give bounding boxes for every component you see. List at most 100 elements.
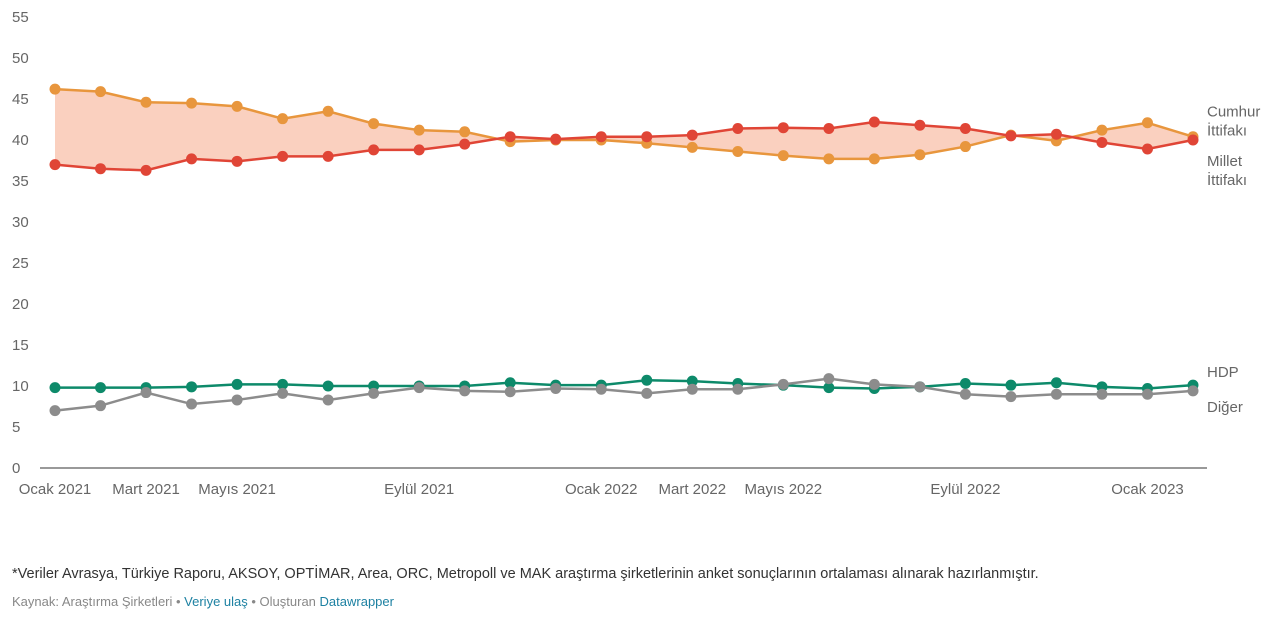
data-point [277, 113, 289, 125]
data-point [914, 381, 926, 393]
legend-label-line: İttifakı [1207, 171, 1247, 189]
data-point [186, 153, 198, 165]
data-point [231, 100, 243, 112]
data-point [550, 382, 562, 394]
data-point [868, 116, 880, 128]
data-point [1187, 385, 1199, 397]
data-point [641, 387, 653, 399]
y-tick-label: 25 [12, 255, 29, 272]
data-point [1005, 391, 1017, 403]
data-point [277, 378, 289, 390]
data-point [231, 155, 243, 167]
data-point [777, 122, 789, 134]
series-line [55, 379, 1194, 390]
chart: 0 5 10 15 20 25 30 35 40 45 50 55 Ocak 2021 Mart 2021… [12, 9, 1260, 498]
data-point [95, 382, 107, 394]
y-tick-label: 55 [12, 9, 29, 26]
y-tick-label: 45 [12, 91, 29, 108]
data-point [186, 97, 198, 109]
data-point [368, 118, 380, 130]
gap-area [55, 89, 1193, 171]
data-point [959, 123, 971, 135]
data-point [459, 385, 471, 397]
data-point [641, 131, 653, 143]
data-point [686, 375, 698, 387]
data-point [1096, 136, 1108, 148]
y-tick-label: 35 [12, 173, 29, 190]
data-point [686, 141, 698, 153]
data-point [1050, 388, 1062, 400]
data-point [413, 144, 425, 156]
data-point [914, 149, 926, 161]
data-point [1050, 128, 1062, 140]
data-point [504, 131, 516, 143]
data-point [777, 378, 789, 390]
data-point [140, 164, 152, 176]
data-point [1141, 117, 1153, 129]
source-line: Kaynak: Araştırma Şirketleri • Veriye ul… [12, 594, 394, 609]
y-tick-label: 20 [12, 296, 29, 313]
legend-label-line: Cumhur [1207, 104, 1260, 121]
x-tick-label: Mart 2022 [659, 481, 727, 498]
data-point [504, 386, 516, 398]
footnote: *Veriler Avrasya, Türkiye Raporu, AKSOY,… [12, 566, 1039, 582]
legend-label: Millet İttifakı [1207, 153, 1247, 189]
data-point [732, 383, 744, 395]
legend-label-line: Millet [1207, 153, 1243, 170]
data-point [322, 380, 334, 392]
data-point [777, 150, 789, 162]
data-point [504, 377, 516, 389]
data-point [140, 96, 152, 108]
data-point [732, 123, 744, 135]
data-point [413, 382, 425, 394]
data-point [1141, 143, 1153, 155]
y-tick-label: 30 [12, 214, 29, 231]
data-point [686, 383, 698, 395]
data-point [823, 382, 835, 394]
data-point [459, 138, 471, 150]
data-link[interactable]: Veriye ulaş [184, 594, 248, 609]
series-line [54, 87, 1194, 161]
data-point [413, 124, 425, 136]
y-tick-label: 50 [12, 50, 29, 67]
data-point [49, 405, 61, 417]
y-tick-label: 40 [12, 132, 29, 149]
data-point [322, 105, 334, 117]
data-point [914, 119, 926, 131]
data-point [95, 86, 107, 98]
y-tick-label: 0 [12, 460, 20, 477]
data-point [1141, 388, 1153, 400]
data-point [140, 387, 152, 399]
data-point [186, 381, 198, 393]
legend-label: Cumhur İttifakı [1207, 104, 1260, 140]
data-point [1096, 388, 1108, 400]
x-tick-label: Mayıs 2021 [198, 481, 276, 498]
data-point [1187, 134, 1199, 146]
legend-label: HDP [1207, 364, 1239, 381]
x-tick-label: Ocak 2023 [1111, 481, 1184, 498]
series-line [54, 120, 1194, 172]
data-point [550, 133, 562, 145]
data-point [49, 382, 61, 394]
x-tick-label: Ocak 2021 [19, 481, 92, 498]
legend-label: Diğer [1207, 399, 1243, 416]
x-tick-label: Ocak 2022 [565, 481, 638, 498]
data-point [595, 131, 607, 143]
data-point [868, 153, 880, 165]
data-point [322, 394, 334, 406]
data-point [686, 129, 698, 141]
legend-label-line: İttifakı [1207, 122, 1247, 140]
data-point [959, 378, 971, 390]
data-point [641, 374, 653, 386]
data-point [368, 144, 380, 156]
x-tick-label: Mayıs 2022 [745, 481, 823, 498]
credit-link[interactable]: Datawrapper [319, 594, 394, 609]
data-point [732, 145, 744, 157]
data-point [459, 126, 471, 138]
data-point [1005, 379, 1017, 391]
y-tick-label: 5 [12, 419, 20, 436]
data-point [823, 153, 835, 165]
data-point [1096, 124, 1108, 136]
data-point [49, 83, 61, 95]
